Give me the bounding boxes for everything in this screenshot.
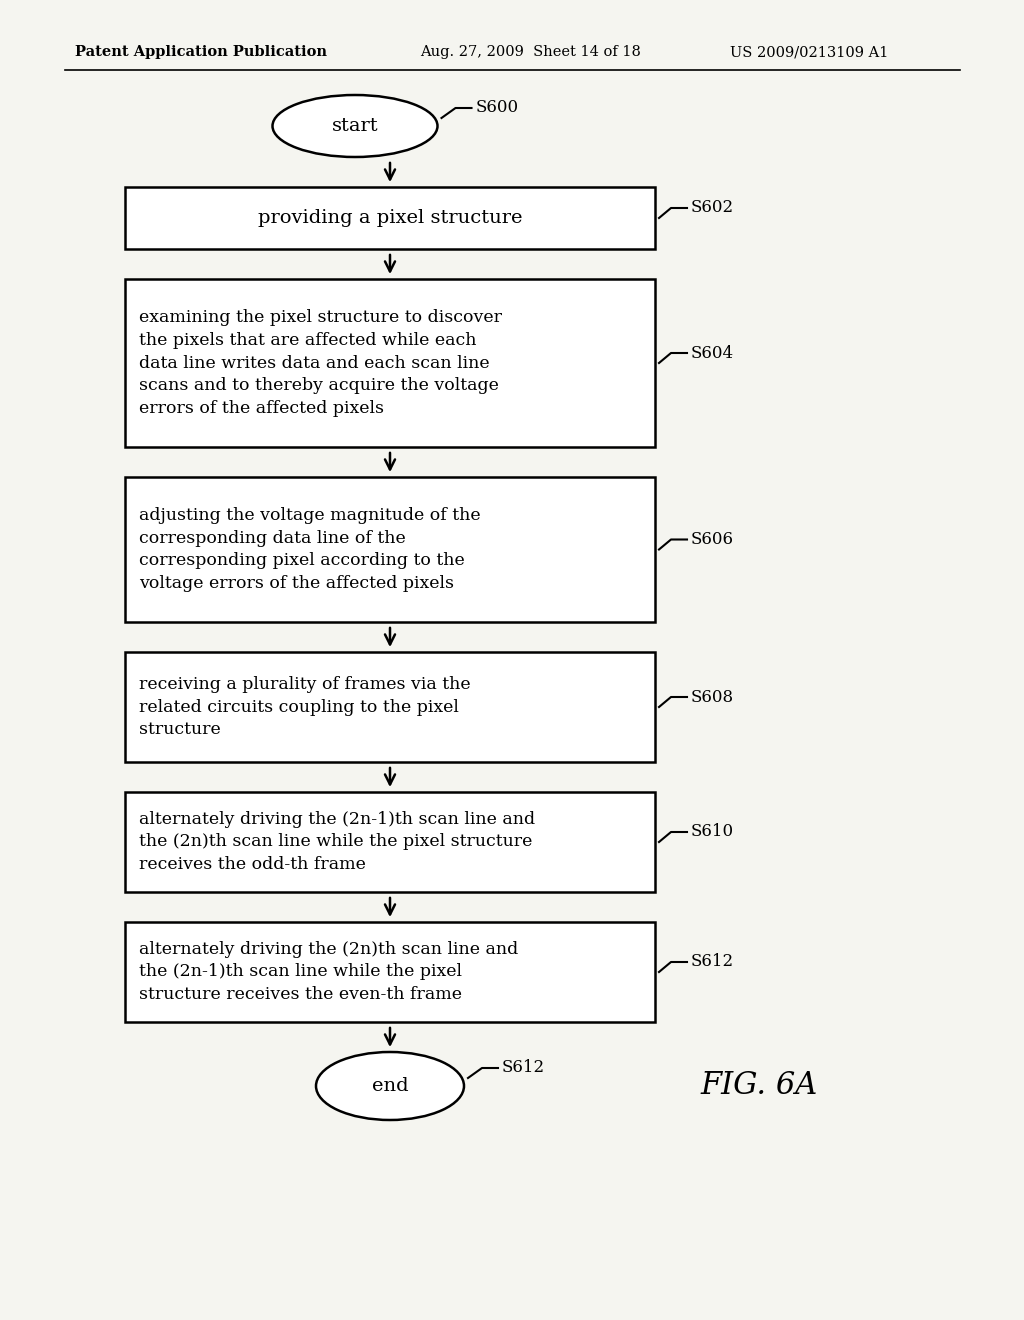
FancyBboxPatch shape <box>125 652 655 762</box>
Text: receiving a plurality of frames via the
related circuits coupling to the pixel
s: receiving a plurality of frames via the … <box>139 676 471 738</box>
Text: Patent Application Publication: Patent Application Publication <box>75 45 327 59</box>
Text: adjusting the voltage magnitude of the
corresponding data line of the
correspond: adjusting the voltage magnitude of the c… <box>139 507 480 593</box>
FancyBboxPatch shape <box>125 477 655 622</box>
Text: examining the pixel structure to discover
the pixels that are affected while eac: examining the pixel structure to discove… <box>139 309 502 417</box>
FancyBboxPatch shape <box>125 187 655 249</box>
Text: FIG. 6A: FIG. 6A <box>700 1071 817 1101</box>
FancyBboxPatch shape <box>125 279 655 447</box>
Text: start: start <box>332 117 378 135</box>
Text: US 2009/0213109 A1: US 2009/0213109 A1 <box>730 45 889 59</box>
Text: end: end <box>372 1077 409 1096</box>
Text: S600: S600 <box>475 99 518 116</box>
Text: alternately driving the (2n-1)th scan line and
the (2n)th scan line while the pi: alternately driving the (2n-1)th scan li… <box>139 810 536 874</box>
FancyBboxPatch shape <box>125 921 655 1022</box>
Text: alternately driving the (2n)th scan line and
the (2n-1)th scan line while the pi: alternately driving the (2n)th scan line… <box>139 941 518 1003</box>
Text: S612: S612 <box>502 1060 545 1077</box>
Text: S604: S604 <box>691 345 734 362</box>
Text: S606: S606 <box>691 531 734 548</box>
Text: S608: S608 <box>691 689 734 705</box>
Text: S602: S602 <box>691 199 734 216</box>
Text: providing a pixel structure: providing a pixel structure <box>258 209 522 227</box>
Text: S612: S612 <box>691 953 734 970</box>
Ellipse shape <box>272 95 437 157</box>
FancyBboxPatch shape <box>125 792 655 892</box>
Text: S610: S610 <box>691 824 734 841</box>
Text: Aug. 27, 2009  Sheet 14 of 18: Aug. 27, 2009 Sheet 14 of 18 <box>420 45 641 59</box>
Ellipse shape <box>316 1052 464 1119</box>
